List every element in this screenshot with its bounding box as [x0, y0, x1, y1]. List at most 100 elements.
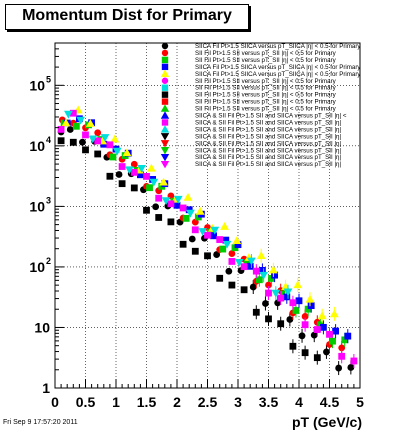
legend-marker	[160, 140, 170, 148]
legend-marker	[160, 104, 170, 112]
legend-marker	[161, 42, 169, 50]
data-point	[57, 137, 65, 145]
data-point	[240, 286, 248, 294]
data-point	[335, 364, 343, 372]
legend-marker	[160, 133, 170, 141]
x-axis-label: pT (GeV/c)	[292, 414, 362, 430]
legend: SIICA Fil Pt>1.5 SIICA versus pT_SIICA |…	[160, 42, 361, 169]
data-point	[137, 164, 147, 173]
data-point	[301, 313, 309, 320]
data-point	[167, 200, 175, 208]
data-point	[262, 300, 269, 307]
data-point	[94, 129, 102, 137]
data-point	[228, 258, 236, 265]
legend-marker	[160, 111, 170, 119]
data-point	[109, 153, 117, 161]
data-point	[64, 110, 73, 119]
legend-label: SIICA & SII Fil Pt>1.5 SII and SIICA ver…	[195, 126, 341, 133]
legend-marker	[161, 84, 169, 91]
legend-marker	[161, 49, 169, 57]
chart-title: Momentum Dist for Primary	[22, 7, 232, 24]
data-point	[228, 281, 236, 289]
y-tick-exponent: 5	[46, 74, 51, 84]
data-point	[146, 184, 153, 192]
x-tick-label: 1.5	[137, 394, 157, 410]
data-point	[298, 332, 306, 340]
y-tick-label: 10	[29, 198, 45, 214]
data-point	[191, 218, 199, 226]
data-point	[69, 138, 77, 146]
legend-label: SII Fil Pt>1.5 SII versus pT_SII |η| < 0…	[195, 78, 337, 85]
data-point	[332, 327, 339, 335]
data-point	[228, 250, 236, 257]
data-point	[277, 294, 285, 302]
legend-label: SIICA & SII Fil Pt>1.5 SII and SIICA ver…	[195, 113, 347, 120]
legend-marker	[161, 77, 169, 84]
legend-label: SII Fil Pt>1.5 SII versus pT_SII |η| < 0…	[195, 85, 337, 92]
data-point	[118, 163, 126, 170]
legend-label: SIICA Fil Pt>1.5 SIICA versus pT_SIICA |…	[195, 71, 361, 78]
data-point	[198, 228, 208, 236]
data-point	[289, 342, 297, 350]
legend-marker	[160, 125, 170, 133]
data-point	[210, 232, 217, 240]
legend-label: SIICA & SII Fil Pt>1.5 SII and SIICA ver…	[195, 161, 341, 168]
data-point	[219, 245, 227, 253]
data-point	[183, 192, 193, 201]
data-point	[110, 134, 120, 143]
data-point	[155, 214, 163, 221]
data-point	[94, 150, 102, 158]
data-point	[323, 348, 330, 356]
title-box: Momentum Dist for Primary	[5, 4, 249, 30]
data-point	[283, 288, 293, 297]
data-point	[130, 184, 138, 192]
data-point	[301, 321, 309, 329]
x-tick-label: 0.5	[76, 394, 96, 410]
data-point	[182, 214, 190, 222]
data-point	[204, 252, 211, 260]
data-point	[61, 118, 71, 127]
data-point	[252, 308, 260, 316]
data-point	[289, 299, 297, 307]
data-point	[149, 178, 159, 187]
data-point	[115, 171, 123, 178]
data-point	[69, 109, 77, 117]
x-tick-label: 4	[295, 394, 303, 410]
data-point	[313, 354, 321, 362]
data-point	[293, 280, 303, 289]
x-tick-label: 3	[234, 394, 242, 410]
legend-label: SII Fil Pt>1.5 SII versus pT_SII |η| < 0…	[195, 57, 337, 64]
data-point	[106, 141, 114, 149]
data-point	[161, 197, 171, 206]
legend-label: SIICA & SII Fil Pt>1.5 SII and SIICA ver…	[195, 154, 341, 161]
data-point	[173, 195, 183, 204]
data-point	[286, 316, 294, 323]
data-point	[259, 267, 266, 274]
data-point	[210, 226, 220, 235]
legend-label: SIICA Fil Pt>1.5 SIICA versus pT_SIICA |…	[195, 64, 361, 71]
data-point	[188, 235, 196, 243]
data-point	[310, 331, 318, 339]
data-point	[216, 236, 224, 243]
data-point	[246, 262, 254, 270]
data-point	[256, 251, 266, 259]
data-point	[76, 116, 86, 125]
y-tick-exponent: 3	[46, 195, 51, 205]
legend-marker	[160, 160, 170, 169]
data-point	[179, 204, 187, 212]
data-point	[304, 305, 312, 313]
data-point	[295, 297, 303, 305]
data-point	[191, 247, 199, 255]
data-point	[329, 337, 336, 345]
data-point	[220, 222, 229, 230]
data-point	[152, 203, 160, 211]
data-point	[137, 171, 144, 179]
legend-marker	[160, 147, 170, 155]
data-point	[265, 281, 272, 289]
data-point	[347, 364, 355, 371]
legend-label: SII Fil Pt>1.5 SII versus pT_SII |η| < 0…	[195, 92, 337, 99]
data-point	[234, 241, 242, 249]
data-point	[143, 206, 150, 214]
